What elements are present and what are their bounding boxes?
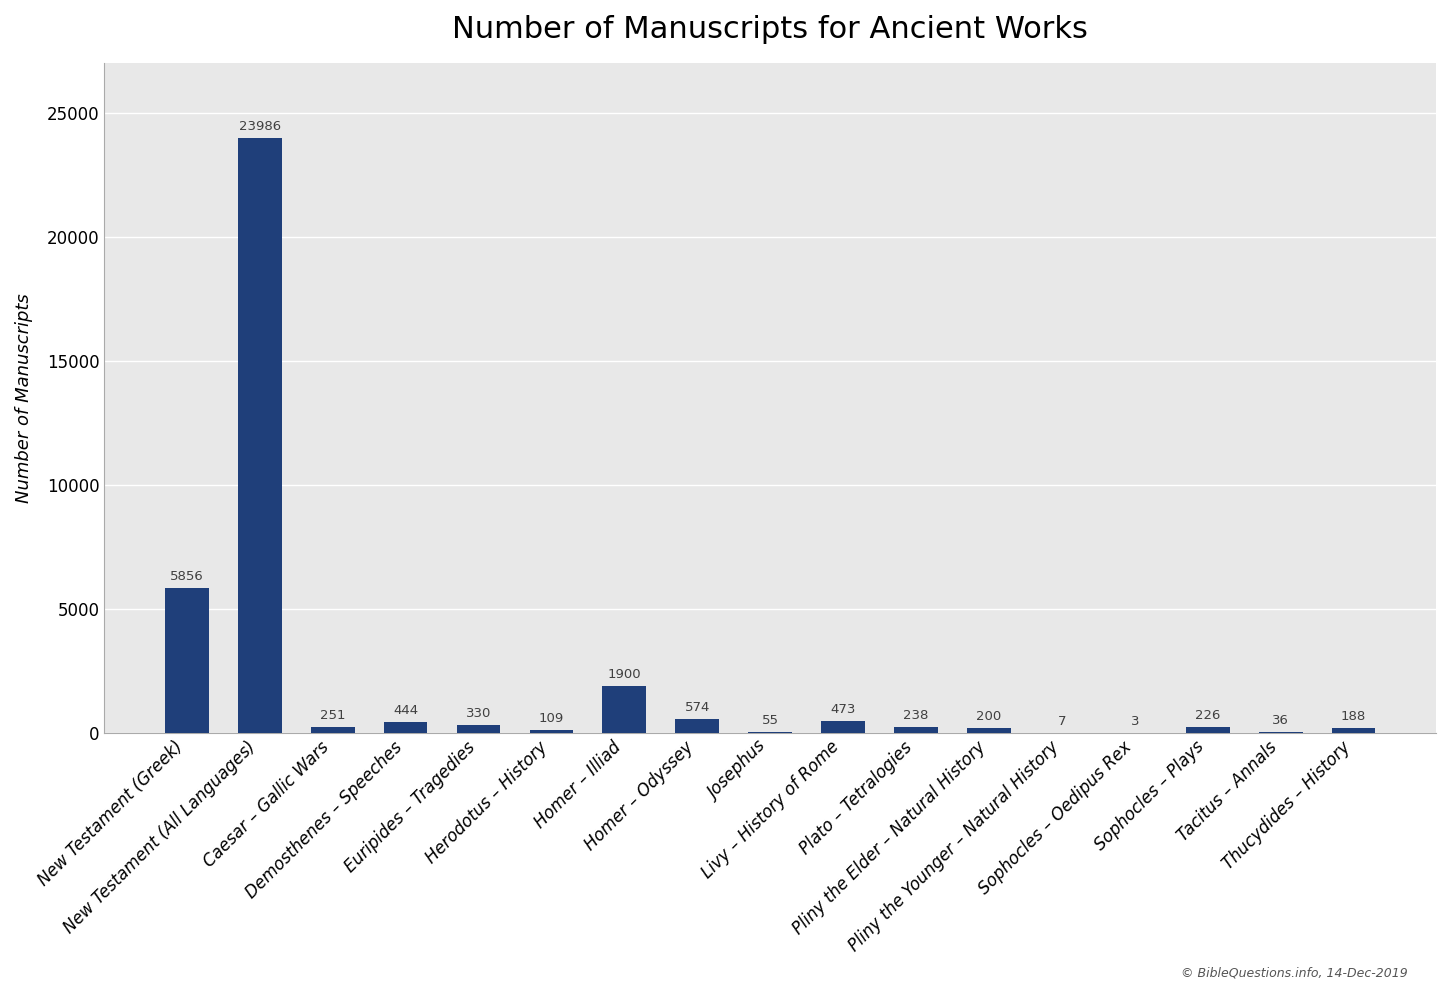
Y-axis label: Number of Manuscripts: Number of Manuscripts [15,293,33,503]
Bar [894,727,937,733]
Bar [238,138,281,733]
Bar [530,730,573,733]
Bar [966,728,1011,733]
Text: 36: 36 [1273,714,1288,727]
Text: 109: 109 [538,712,564,725]
Text: 23986: 23986 [238,120,281,133]
Bar [749,732,792,733]
Bar [602,686,646,733]
Text: 188: 188 [1341,710,1367,723]
Text: 574: 574 [685,701,710,714]
Text: 226: 226 [1196,709,1220,722]
Text: 444: 444 [393,704,418,717]
Bar [1332,728,1376,733]
Bar [675,719,720,733]
Text: 251: 251 [319,709,345,722]
Text: 3: 3 [1130,715,1139,728]
Text: 55: 55 [762,714,779,727]
Text: 1900: 1900 [608,668,641,681]
Text: © BibleQuestions.info, 14-Dec-2019: © BibleQuestions.info, 14-Dec-2019 [1181,967,1407,980]
Bar [383,722,428,733]
Text: 7: 7 [1058,715,1066,728]
Title: Number of Manuscripts for Ancient Works: Number of Manuscripts for Ancient Works [453,15,1088,44]
Bar [1185,727,1229,733]
Bar [821,721,865,733]
Text: 330: 330 [466,707,492,720]
Bar [165,588,209,733]
Bar [457,725,501,733]
Text: 5856: 5856 [170,570,203,583]
Text: 238: 238 [904,709,929,722]
Text: 473: 473 [830,703,856,716]
Text: 200: 200 [977,710,1001,723]
Bar [311,727,354,733]
